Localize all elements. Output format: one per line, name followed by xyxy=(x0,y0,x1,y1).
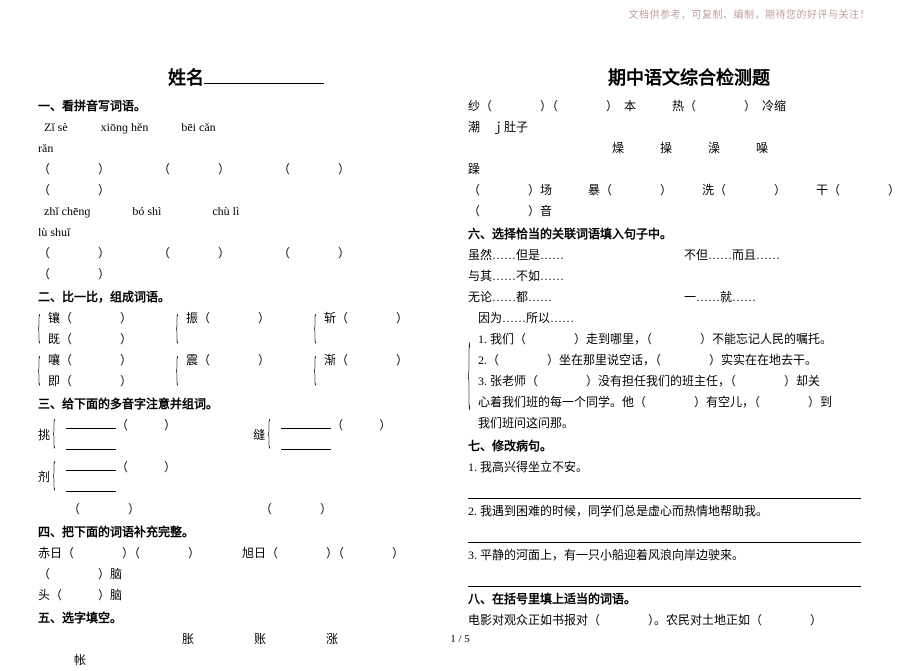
bracket-row-3: （ ） （ ） xyxy=(38,499,452,520)
r3: 燥 操 澡 噪 xyxy=(468,138,882,159)
py-1c: bēi cǎn xyxy=(181,120,215,134)
s6-i3b: 心着我们班的每一个同学。他（ ）有空儿，（ ）到 xyxy=(478,392,832,413)
answer-line xyxy=(468,573,861,587)
brace-icon: { xyxy=(314,350,319,386)
section-8-title: 八、在括号里填上适当的词语。 xyxy=(468,589,882,610)
cmp-1c: 嚷（ ） xyxy=(48,350,132,371)
cmp-1b: 既（ ） xyxy=(48,329,132,350)
section-5-title: 五、选字填空。 xyxy=(38,608,452,629)
s7-1: 1. 我高兴得坐立不安。 xyxy=(468,457,882,478)
poly-2: 剂 { （ ） xyxy=(38,457,253,499)
bracket-row-2: （ ） （ ） （ ） xyxy=(38,243,452,264)
name-blank xyxy=(204,64,324,84)
brace-icon: { xyxy=(314,308,319,344)
cmp-2a: 振（ ） xyxy=(186,308,270,329)
section-4-title: 四、把下面的词语补充完整。 xyxy=(38,522,452,543)
pinyin-row-1b: rǎn xyxy=(38,138,452,159)
cmp-2c: 震（ ） xyxy=(186,350,270,371)
s6-i3c: 我们班问这问那。 xyxy=(478,413,832,434)
r1: 纱（ ）（ ） 本 热（ ） 冷缩 xyxy=(468,96,882,117)
page-number: 1 / 5 xyxy=(0,633,920,645)
big-brace-icon: { xyxy=(468,329,473,413)
exam-title: 期中语文综合检测题 xyxy=(468,64,882,90)
s4-line2b: 头（ ）脑 xyxy=(38,585,452,606)
cmp-1a: 镶（ ） xyxy=(48,308,132,329)
cmp-3a: 斩（ ） xyxy=(324,308,408,329)
brace-icon: { xyxy=(38,308,43,344)
py-2b: bó shì xyxy=(132,204,161,218)
s8-1: 电影对观众正如书报对（ ）。农民对土地正如（ ） xyxy=(468,610,882,631)
s6-p1: 虽然……但是…… 不但……而且…… xyxy=(468,245,882,266)
answer-line xyxy=(468,529,861,543)
section-3-title: 三、给下面的多音字注意并组词。 xyxy=(38,394,452,415)
section-7-title: 七、修改病句。 xyxy=(468,436,882,457)
py-1b: xiōnɡ hěn xyxy=(101,120,149,134)
r2: 潮 ｊ肚子 xyxy=(468,117,882,138)
cmp-3c: 渐（ ） xyxy=(324,350,408,371)
pinyin-row-2: zhǐ chēnɡ bó shì chù lì xyxy=(38,201,452,222)
s4-line1: 赤日（ ）（ ） 旭日（ ）（ ） xyxy=(38,543,452,564)
section-2-title: 二、比一比，组成词语。 xyxy=(38,287,452,308)
s7-3: 3. 平静的河面上，有一只小船迎着风浪向岸边驶来。 xyxy=(468,545,882,566)
right-column: 期中语文综合检测题 纱（ ）（ ） 本 热（ ） 冷缩 潮 ｊ肚子 燥 操 澡 … xyxy=(460,64,890,671)
bracket-row-2b: （ ） xyxy=(38,264,452,285)
s6-i2: 2.（ ）坐在那里说空话，（ ）实实在在地去干。 xyxy=(478,350,832,371)
bracket-row-1b: （ ） xyxy=(38,180,452,201)
bracket-row-1: （ ） （ ） （ ） xyxy=(38,159,452,180)
header-note: 文档供参考，可复制、编制，期待您的好评与关注！ xyxy=(629,6,871,21)
poly-3: 缝 { （ ） xyxy=(253,415,391,457)
s6-p4: 因为……所以…… xyxy=(478,308,832,329)
pinyin-row-1: Zǐ sè xiōnɡ hěn bēi cǎn xyxy=(38,117,452,138)
r5: （ ）场 暴（ ） 洗（ ） 干（ ） xyxy=(468,180,882,201)
s6-i1: 1. 我们（ ）走到哪里，（ ）不能忘记人民的嘱托。 xyxy=(478,329,832,350)
answer-line xyxy=(468,485,861,499)
s6-i3a: 3. 张老师（ ）没有担任我们的班主任，（ ）却关 xyxy=(478,371,832,392)
r5b: （ ）音 xyxy=(468,201,882,222)
left-column: 姓名 一、看拼音写词语。 Zǐ sè xiōnɡ hěn bēi cǎn rǎn… xyxy=(30,64,460,671)
name-label: 姓名 xyxy=(168,64,204,90)
r4: 躁 xyxy=(468,159,882,180)
section-1-title: 一、看拼音写词语。 xyxy=(38,96,452,117)
compare-grid: { 镶（ ） 既（ ） { 嚷（ ） 即（ ） { xyxy=(38,308,452,392)
s5-line: 帐 xyxy=(38,650,452,671)
brace-icon: { xyxy=(38,350,43,386)
s4-line2: （ ）脑 xyxy=(38,564,452,585)
section-6-title: 六、选择恰当的关联词语填入句子中。 xyxy=(468,224,882,245)
cmp-1d: 即（ ） xyxy=(48,371,132,392)
pinyin-row-2b: lù shuǐ xyxy=(38,222,452,243)
poly-1: 挑 { （ ） xyxy=(38,415,253,457)
s6-p2: 与其……不如…… xyxy=(468,266,882,287)
py-2a: zhǐ chēnɡ xyxy=(44,204,90,218)
s7-2: 2. 我遇到困难的时候，同学们总是虚心而热情地帮助我。 xyxy=(468,501,882,522)
brace-icon: { xyxy=(176,350,181,386)
brace-icon: { xyxy=(176,308,181,344)
name-row: 姓名 xyxy=(38,64,452,90)
s6-p3: 无论……都…… 一……就…… xyxy=(468,287,882,308)
py-1a: Zǐ sè xyxy=(44,120,68,134)
py-2c: chù lì xyxy=(212,204,239,218)
